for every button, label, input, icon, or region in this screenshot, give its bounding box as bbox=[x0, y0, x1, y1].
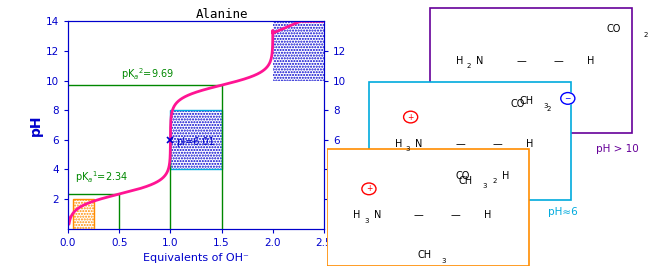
Text: H: H bbox=[456, 56, 463, 66]
Text: H: H bbox=[395, 139, 402, 149]
Bar bbox=[73, 199, 93, 229]
X-axis label: Equivalents of OH⁻: Equivalents of OH⁻ bbox=[143, 253, 249, 263]
Text: CO: CO bbox=[456, 171, 470, 181]
Text: 3: 3 bbox=[483, 183, 487, 189]
Text: N: N bbox=[374, 210, 381, 221]
Text: H: H bbox=[502, 171, 509, 181]
Text: H: H bbox=[485, 210, 492, 221]
Text: 2: 2 bbox=[547, 106, 551, 112]
Text: N: N bbox=[415, 139, 423, 149]
Text: pK$_a$$^1$=2.34: pK$_a$$^1$=2.34 bbox=[75, 169, 128, 185]
Circle shape bbox=[561, 93, 575, 104]
Text: CO: CO bbox=[607, 24, 621, 34]
Text: CH: CH bbox=[417, 250, 431, 260]
Text: CH: CH bbox=[520, 96, 534, 106]
Text: 3: 3 bbox=[406, 146, 410, 152]
Text: +: + bbox=[408, 113, 414, 122]
Text: 2: 2 bbox=[643, 32, 647, 38]
Text: 3: 3 bbox=[441, 258, 446, 264]
Text: −: − bbox=[564, 94, 571, 103]
Text: pH≈6: pH≈6 bbox=[548, 207, 577, 218]
Text: —: — bbox=[516, 56, 526, 66]
Text: +: + bbox=[365, 184, 372, 193]
Bar bbox=[327, 149, 529, 266]
Text: 2: 2 bbox=[467, 64, 471, 69]
Text: N: N bbox=[476, 56, 484, 66]
Text: —: — bbox=[553, 56, 563, 66]
Text: —: — bbox=[414, 210, 424, 221]
Text: CO: CO bbox=[510, 99, 524, 109]
Text: —: — bbox=[450, 210, 461, 221]
Circle shape bbox=[362, 183, 376, 195]
Text: H: H bbox=[353, 210, 360, 221]
Text: pI=6.01: pI=6.01 bbox=[176, 137, 215, 147]
Text: 3: 3 bbox=[544, 103, 548, 109]
Text: CH: CH bbox=[459, 176, 473, 186]
Text: —: — bbox=[456, 139, 465, 149]
Text: —: — bbox=[492, 139, 502, 149]
Text: H: H bbox=[587, 56, 594, 66]
Text: H: H bbox=[526, 139, 533, 149]
Text: pK$_a$$^2$=9.69: pK$_a$$^2$=9.69 bbox=[121, 66, 174, 82]
Text: 2: 2 bbox=[492, 178, 497, 184]
Bar bbox=[369, 82, 571, 200]
Bar bbox=[170, 110, 222, 169]
Text: pH > 10: pH > 10 bbox=[596, 144, 638, 154]
Circle shape bbox=[404, 111, 418, 123]
Y-axis label: pH: pH bbox=[29, 114, 43, 136]
Bar bbox=[430, 8, 632, 133]
Text: Alanine: Alanine bbox=[196, 8, 248, 21]
Text: 3: 3 bbox=[364, 218, 369, 224]
